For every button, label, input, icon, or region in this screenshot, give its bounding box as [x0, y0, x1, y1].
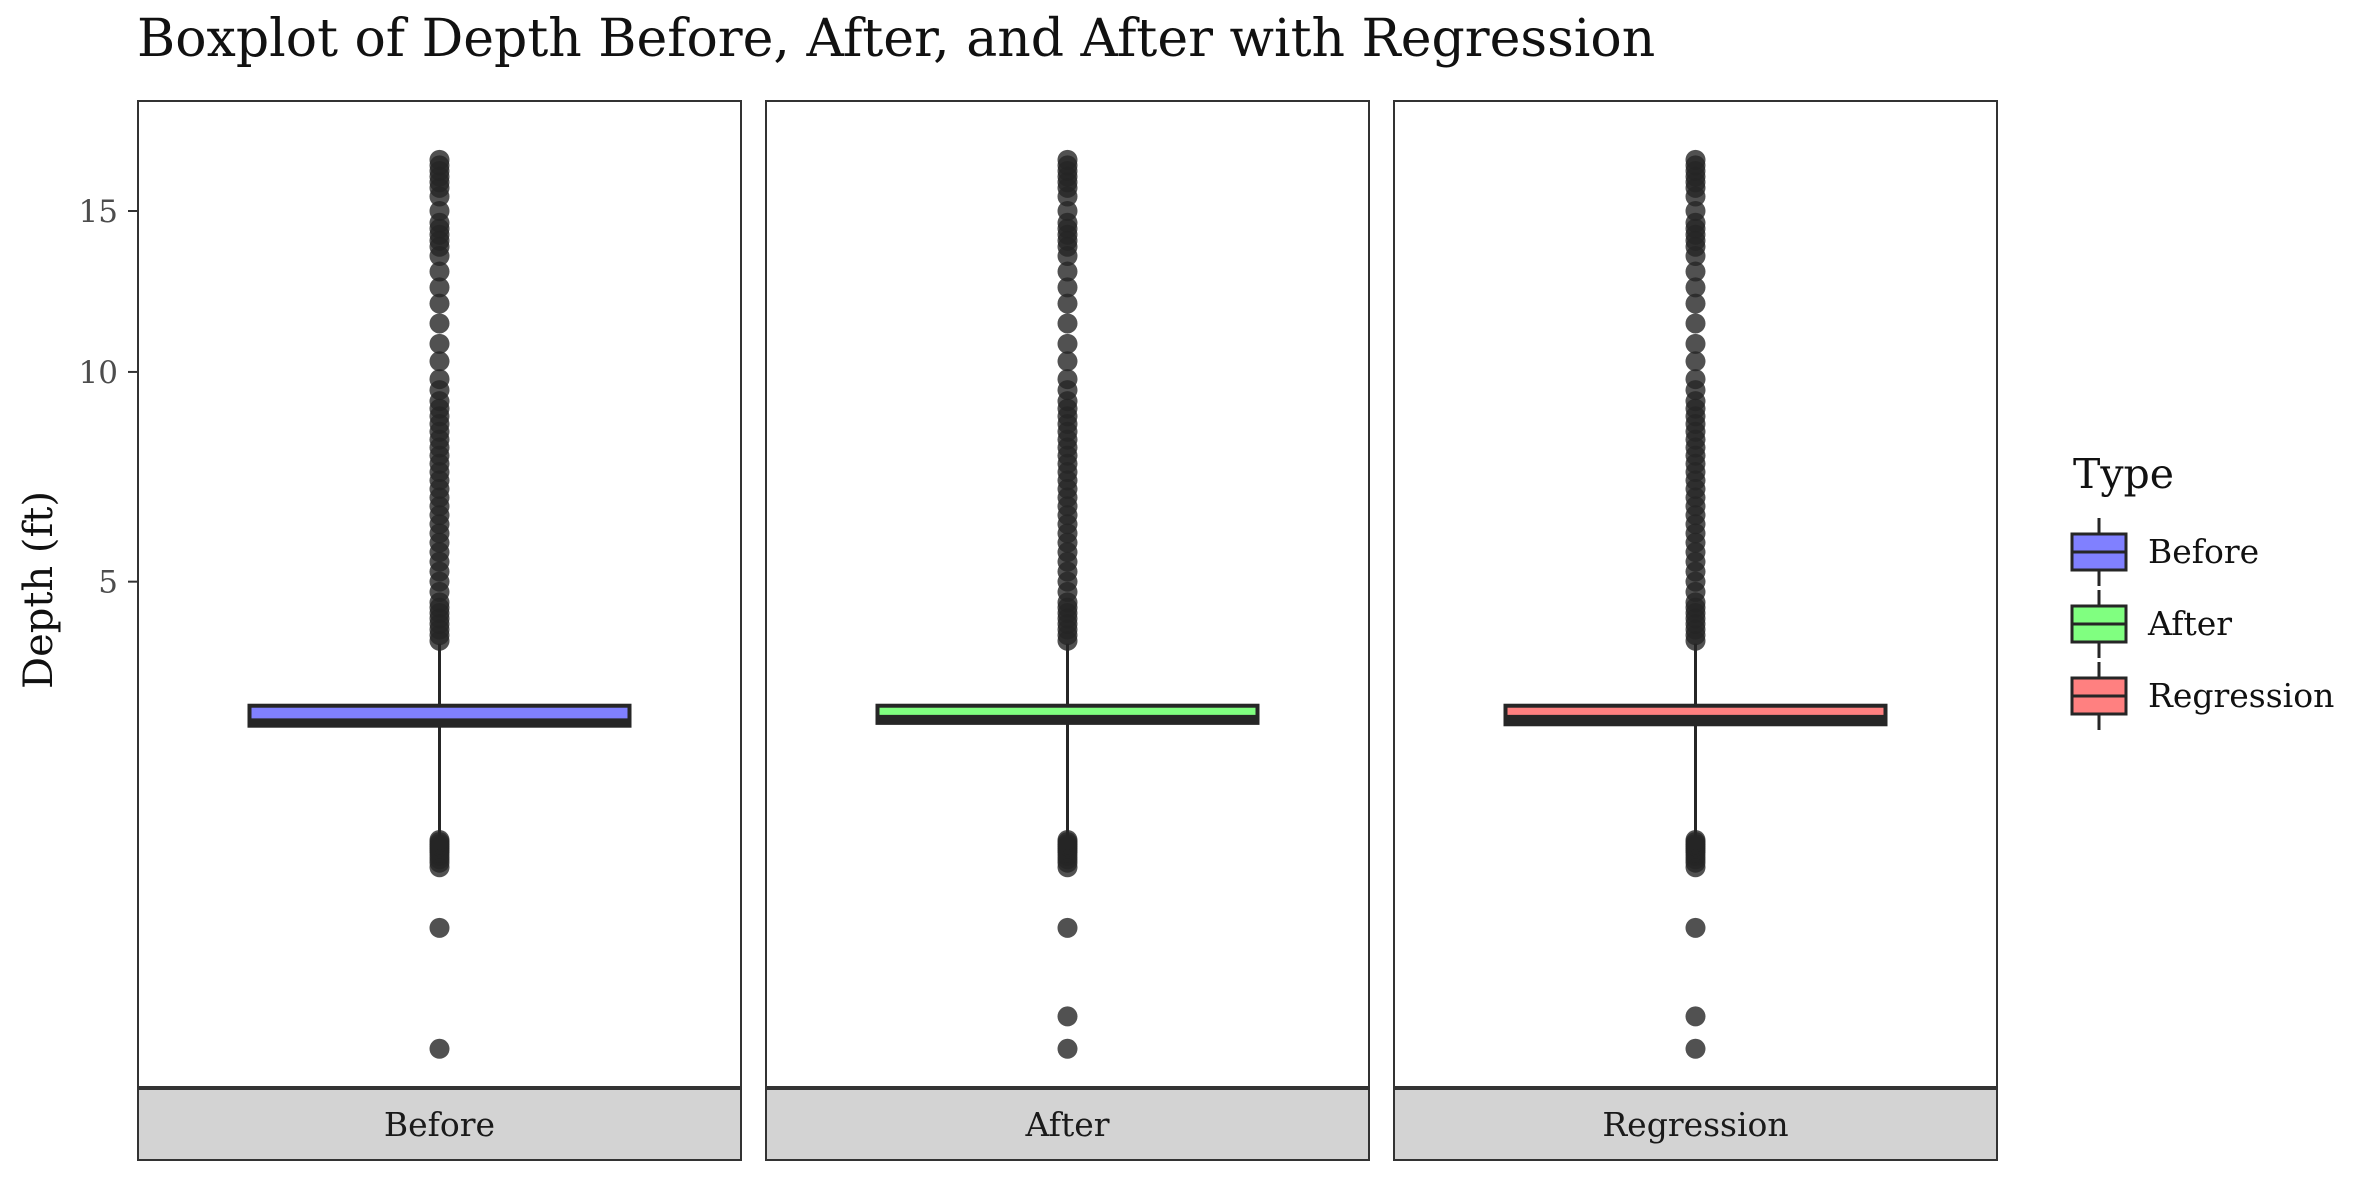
y-axis-label: Depth (ft) — [16, 491, 62, 689]
outlier-point — [1685, 351, 1706, 372]
legend-key-before — [2070, 518, 2128, 586]
outlier-point — [429, 829, 450, 850]
outlier-point — [1057, 351, 1078, 372]
legend-label: After — [2147, 604, 2232, 643]
y-tick-label: 15 — [79, 194, 118, 230]
outlier-point — [1685, 369, 1706, 390]
outlier-point — [1057, 149, 1078, 170]
outlier-point — [1685, 293, 1706, 314]
outlier-point — [429, 351, 450, 372]
outlier-point — [1685, 313, 1706, 334]
facet-strip — [765, 1087, 1370, 1161]
outlier-point — [429, 277, 450, 298]
outlier-point — [429, 261, 450, 282]
outlier-point — [1057, 917, 1078, 938]
legend-label: Before — [2148, 532, 2259, 571]
outlier-point — [1685, 1006, 1706, 1027]
outlier-point — [1057, 1038, 1078, 1059]
outlier-point — [429, 333, 450, 354]
outlier-point — [429, 293, 450, 314]
outlier-point — [1685, 277, 1706, 298]
outlier-point — [429, 369, 450, 390]
legend-label: Regression — [2148, 676, 2334, 715]
facet-panel-after: After — [765, 100, 1370, 1161]
outlier-point — [1685, 333, 1706, 354]
outlier-point — [1057, 333, 1078, 354]
outlier-point — [1057, 277, 1078, 298]
outlier-point — [1685, 149, 1706, 170]
outlier-point — [1057, 201, 1078, 221]
outlier-point — [1685, 261, 1706, 282]
facet-strip-label: Before — [384, 1105, 495, 1144]
outlier-point — [1685, 201, 1706, 221]
outlier-point — [429, 313, 450, 334]
outlier-point — [1057, 829, 1078, 850]
outlier-point — [429, 201, 450, 221]
outlier-point — [1057, 313, 1078, 334]
facet-panel-regression: Regression — [1393, 100, 1998, 1161]
outlier-point — [429, 917, 450, 938]
legend-title: Type — [2073, 450, 2174, 498]
legend-key-regression — [2070, 662, 2128, 730]
facet-panels: Before After Regression — [137, 100, 1998, 1161]
outlier-point — [1685, 1038, 1706, 1059]
outlier-point — [1057, 261, 1078, 282]
legend: Type Before After Regression — [2070, 450, 2334, 730]
y-tick-label: 10 — [79, 355, 118, 391]
outlier-point — [1685, 829, 1706, 850]
y-tick-label: 5 — [98, 565, 118, 601]
y-axis: 5 10 15 — [79, 194, 138, 601]
outlier-point — [1057, 293, 1078, 314]
facet-strip-label: After — [1024, 1105, 1109, 1144]
facet-panel-before: Before — [137, 100, 742, 1161]
outlier-point — [1057, 1006, 1078, 1027]
chart-title: Boxplot of Depth Before, After, and Afte… — [137, 9, 1655, 69]
legend-key-after — [2070, 590, 2128, 658]
outlier-point — [429, 1038, 450, 1059]
facet-strip-label: Regression — [1602, 1105, 1788, 1144]
outlier-point — [1057, 369, 1078, 390]
outlier-point — [1685, 917, 1706, 938]
outlier-point — [429, 149, 450, 170]
